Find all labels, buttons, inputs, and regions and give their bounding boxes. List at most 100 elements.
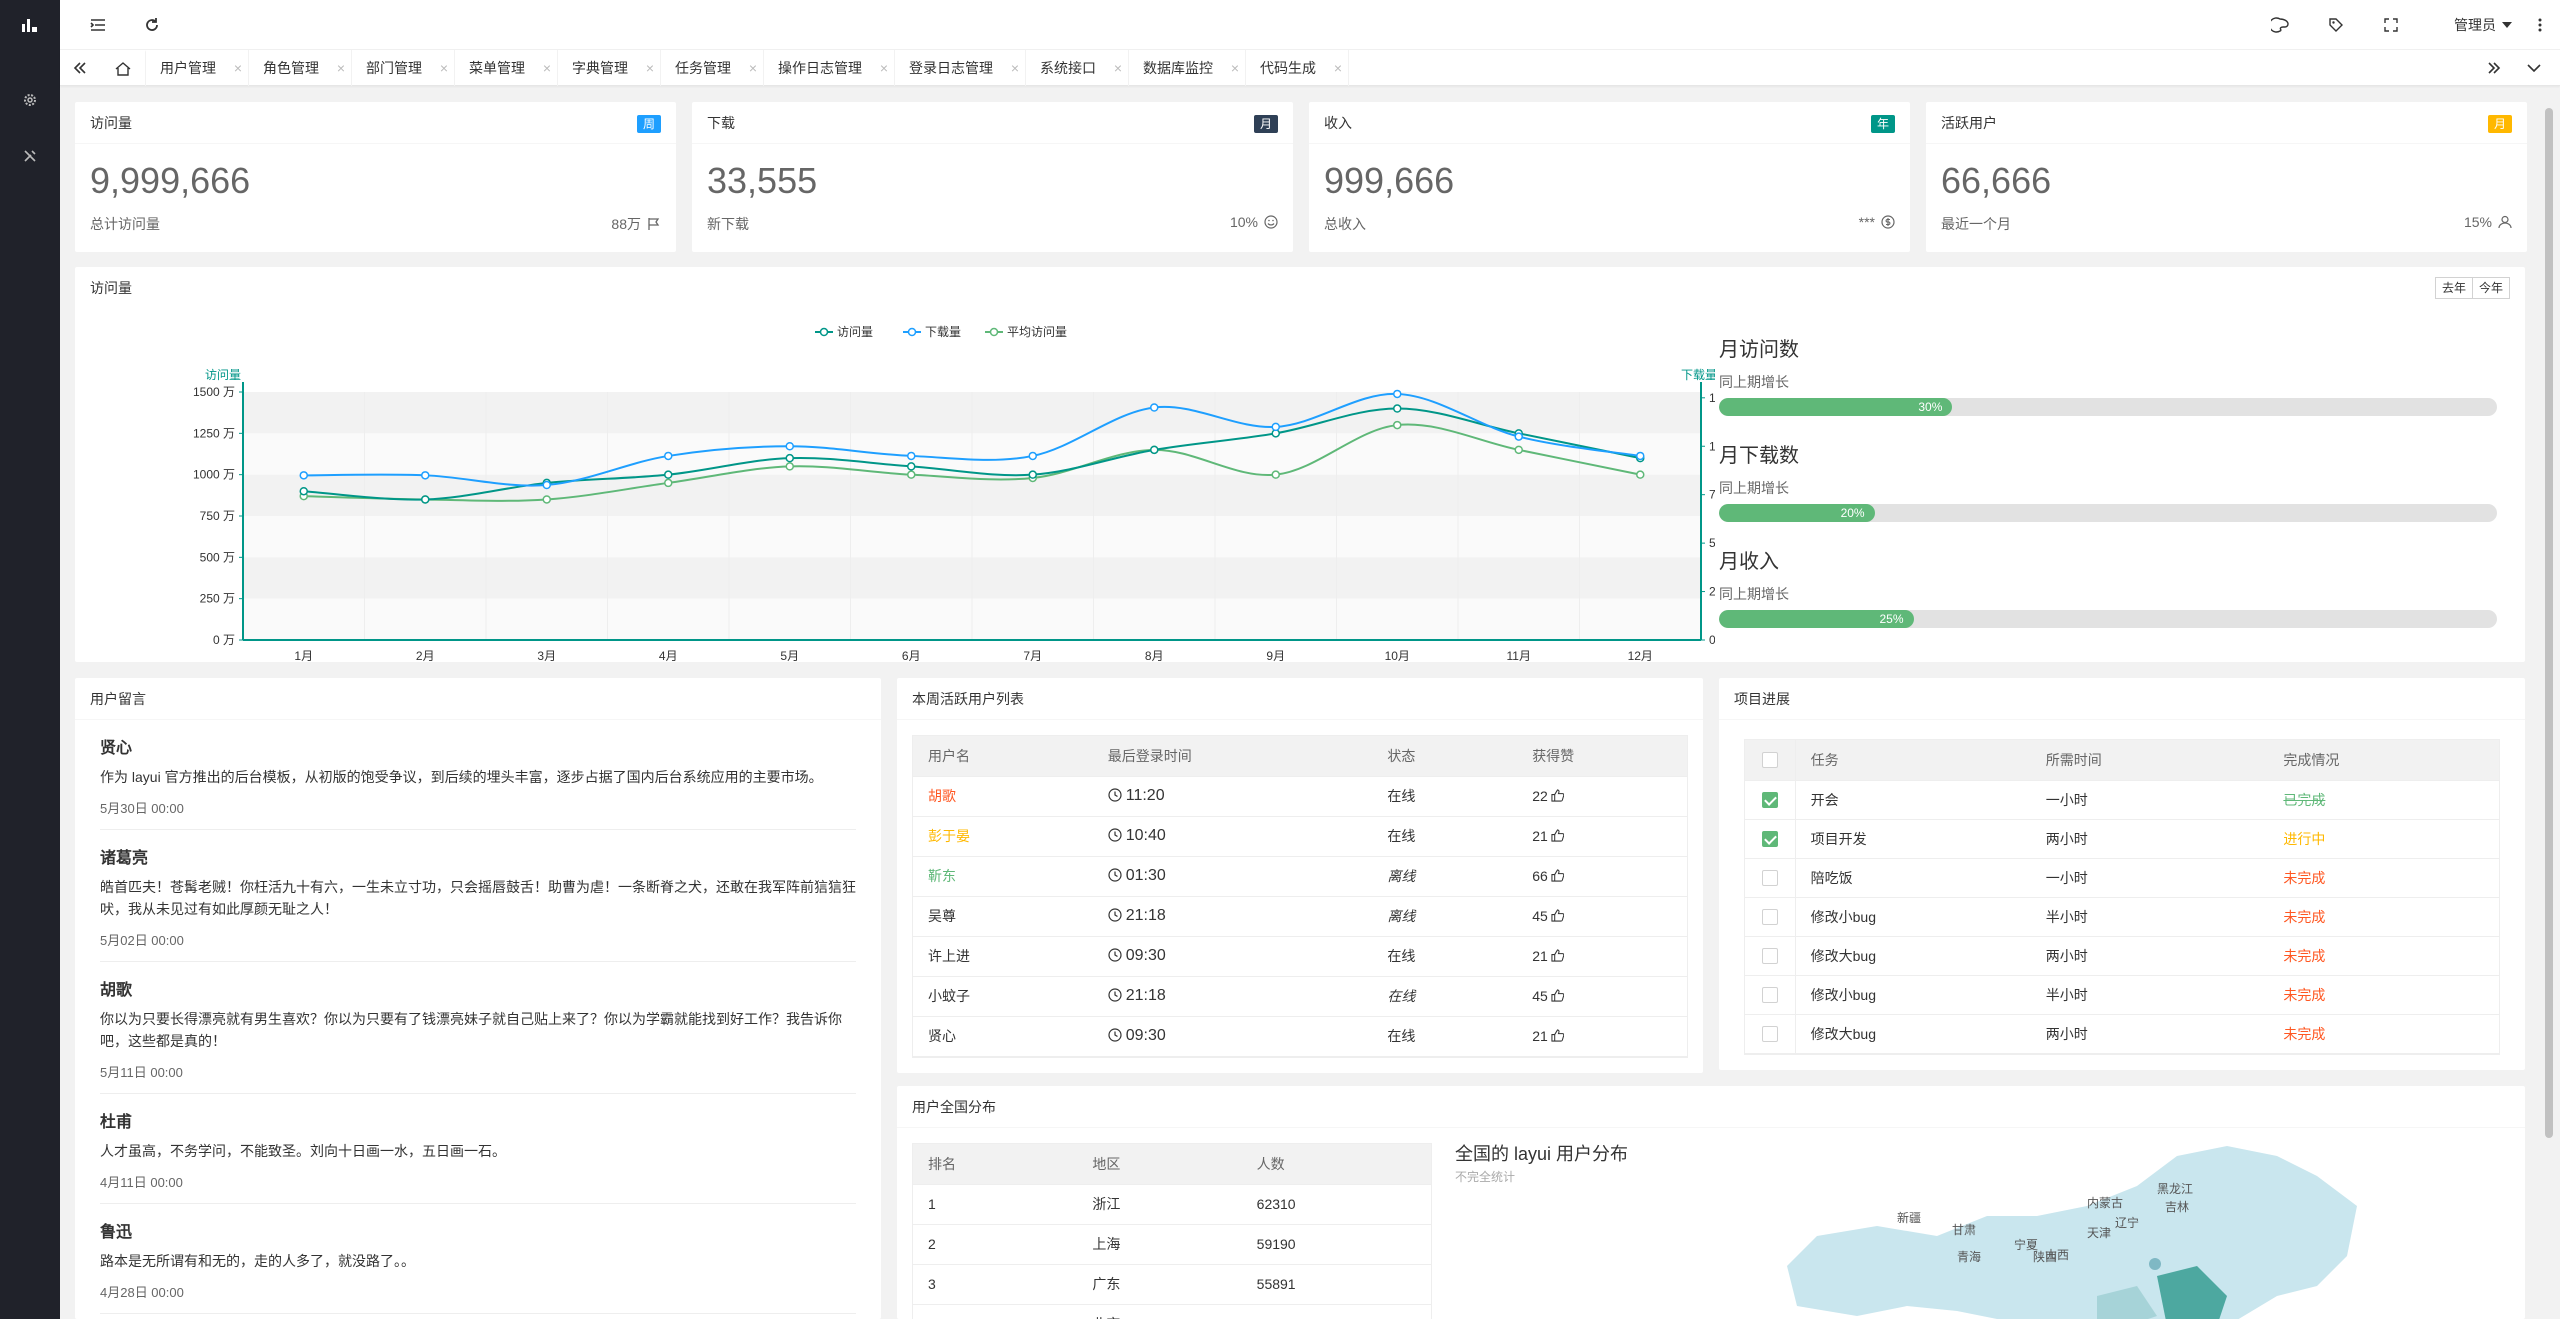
row-checkbox[interactable] — [1761, 831, 1778, 848]
tab-close-icon[interactable]: × — [542, 60, 551, 76]
row-checkbox[interactable] — [1761, 987, 1778, 1004]
user-name: 小蚊子 — [913, 976, 1093, 1017]
login-time: 10:40 — [1125, 827, 1166, 844]
refresh-icon[interactable] — [132, 0, 172, 50]
data-point[interactable] — [421, 471, 430, 480]
tab-item[interactable]: 系统接口 × — [1026, 50, 1129, 86]
tab-close-icon[interactable]: × — [748, 60, 757, 76]
tabs-left-icon[interactable] — [62, 50, 98, 86]
data-point[interactable] — [1393, 389, 1402, 399]
data-point[interactable] — [1271, 422, 1280, 432]
data-point[interactable] — [1150, 403, 1159, 412]
tab-close-icon[interactable]: × — [336, 60, 345, 76]
select-all-checkbox[interactable] — [1761, 752, 1778, 769]
tab-item[interactable]: 角色管理 × — [249, 50, 352, 86]
data-point[interactable] — [907, 451, 916, 461]
data-point[interactable] — [1028, 470, 1037, 479]
data-point[interactable] — [299, 486, 308, 496]
data-point[interactable] — [664, 451, 673, 461]
tab-close-icon[interactable]: × — [1010, 60, 1019, 76]
data-point[interactable] — [1028, 451, 1037, 461]
fullscreen-icon[interactable] — [2371, 0, 2411, 50]
admin-menu[interactable]: 管理员 — [2454, 0, 2512, 50]
message-author: 鲁迅 — [100, 1224, 133, 1241]
row-checkbox[interactable] — [1761, 948, 1778, 965]
row-checkbox[interactable] — [1761, 1026, 1778, 1043]
tab-close-icon[interactable]: × — [879, 60, 888, 76]
data-point[interactable] — [1636, 451, 1645, 461]
stat-badge: 周 — [636, 115, 661, 133]
data-point[interactable] — [785, 442, 794, 451]
tab-item[interactable]: 登录日志管理 × — [895, 50, 1026, 86]
china-map — [1787, 1146, 2357, 1319]
last-year-button[interactable]: 去年 — [2434, 277, 2473, 299]
data-point[interactable] — [299, 471, 308, 480]
data-point[interactable] — [1636, 470, 1645, 479]
row-checkbox[interactable] — [1761, 909, 1778, 926]
data-point[interactable] — [785, 462, 794, 471]
data-point[interactable] — [664, 470, 673, 479]
tab-close-icon[interactable]: × — [439, 60, 448, 76]
tab-close-icon[interactable]: × — [1113, 60, 1122, 76]
task-name: 修改小bug — [1795, 975, 2031, 1015]
stat-caption: 总计访问量 — [90, 216, 160, 232]
data-point[interactable] — [1271, 470, 1280, 479]
data-point[interactable] — [542, 495, 551, 504]
user-count: 62310 — [1241, 1184, 1431, 1225]
legend-label[interactable]: 平均访问量 — [1007, 325, 1067, 339]
tab-close-icon[interactable]: × — [645, 60, 654, 76]
row-checkbox[interactable] — [1761, 792, 1778, 809]
data-point[interactable] — [907, 470, 916, 479]
menu-fold-icon[interactable] — [78, 0, 118, 50]
this-year-button[interactable]: 今年 — [2472, 277, 2510, 299]
y-tick-right: 500 万 — [1709, 536, 1715, 550]
tab-item[interactable]: 用户管理 × — [146, 50, 249, 86]
data-point[interactable] — [421, 495, 430, 504]
tab-home[interactable] — [100, 50, 146, 86]
tools-icon[interactable] — [0, 128, 60, 184]
task-status: 未完成 — [2268, 897, 2499, 937]
data-point[interactable] — [1393, 404, 1402, 413]
data-point[interactable] — [1514, 445, 1523, 455]
more-icon[interactable] — [2520, 0, 2560, 50]
theme-icon[interactable] — [2260, 0, 2300, 50]
tag-icon[interactable] — [2316, 0, 2356, 50]
legend-label[interactable]: 下载量 — [925, 325, 961, 339]
data-point[interactable] — [1393, 420, 1402, 430]
legend-label[interactable]: 访问量 — [837, 325, 873, 339]
data-point[interactable] — [542, 480, 551, 490]
data-point[interactable] — [785, 453, 794, 463]
tab-close-icon[interactable]: × — [1230, 60, 1239, 76]
clock-icon — [1108, 827, 1126, 844]
row-checkbox[interactable] — [1761, 870, 1778, 887]
message-time: 4月11日 00:00 — [100, 1175, 183, 1190]
data-point[interactable] — [907, 462, 916, 471]
tab-item[interactable]: 数据库监控 × — [1129, 50, 1246, 86]
tab-item[interactable]: 字典管理 × — [558, 50, 661, 86]
table-row: 项目开发 两小时 进行中 — [1745, 819, 2499, 859]
data-point[interactable] — [664, 478, 673, 488]
tabs-dropdown-icon[interactable] — [2516, 50, 2552, 86]
thumbs-up-icon — [1548, 788, 1565, 804]
likes-cell: 45 — [1517, 896, 1687, 937]
data-point[interactable] — [1514, 432, 1523, 441]
page-scrollbar[interactable] — [2545, 108, 2553, 1138]
user-status: 在线 — [1372, 1016, 1518, 1057]
tabs-right-icon[interactable] — [2476, 50, 2512, 86]
logo-icon[interactable] — [0, 0, 60, 50]
map-region-label: 黑龙江 — [2157, 1182, 2194, 1196]
tab-close-icon[interactable]: × — [1333, 60, 1342, 76]
tab-item[interactable]: 代码生成 × — [1246, 50, 1349, 86]
table-row: 胡歌 11:20 在线 22 — [913, 776, 1687, 817]
data-point[interactable] — [1150, 445, 1159, 455]
tab-close-icon[interactable]: × — [233, 60, 242, 76]
admin-label: 管理员 — [2454, 17, 2496, 33]
x-tick-label: 7月 — [1023, 649, 1042, 662]
table-row: 3 广东 55891 — [913, 1264, 1431, 1305]
tab-item[interactable]: 操作日志管理 × — [764, 50, 895, 86]
login-time: 01:30 — [1125, 867, 1166, 884]
settings-icon[interactable] — [0, 72, 60, 128]
tab-item[interactable]: 菜单管理 × — [455, 50, 558, 86]
tab-item[interactable]: 任务管理 × — [661, 50, 764, 86]
tab-item[interactable]: 部门管理 × — [352, 50, 455, 86]
